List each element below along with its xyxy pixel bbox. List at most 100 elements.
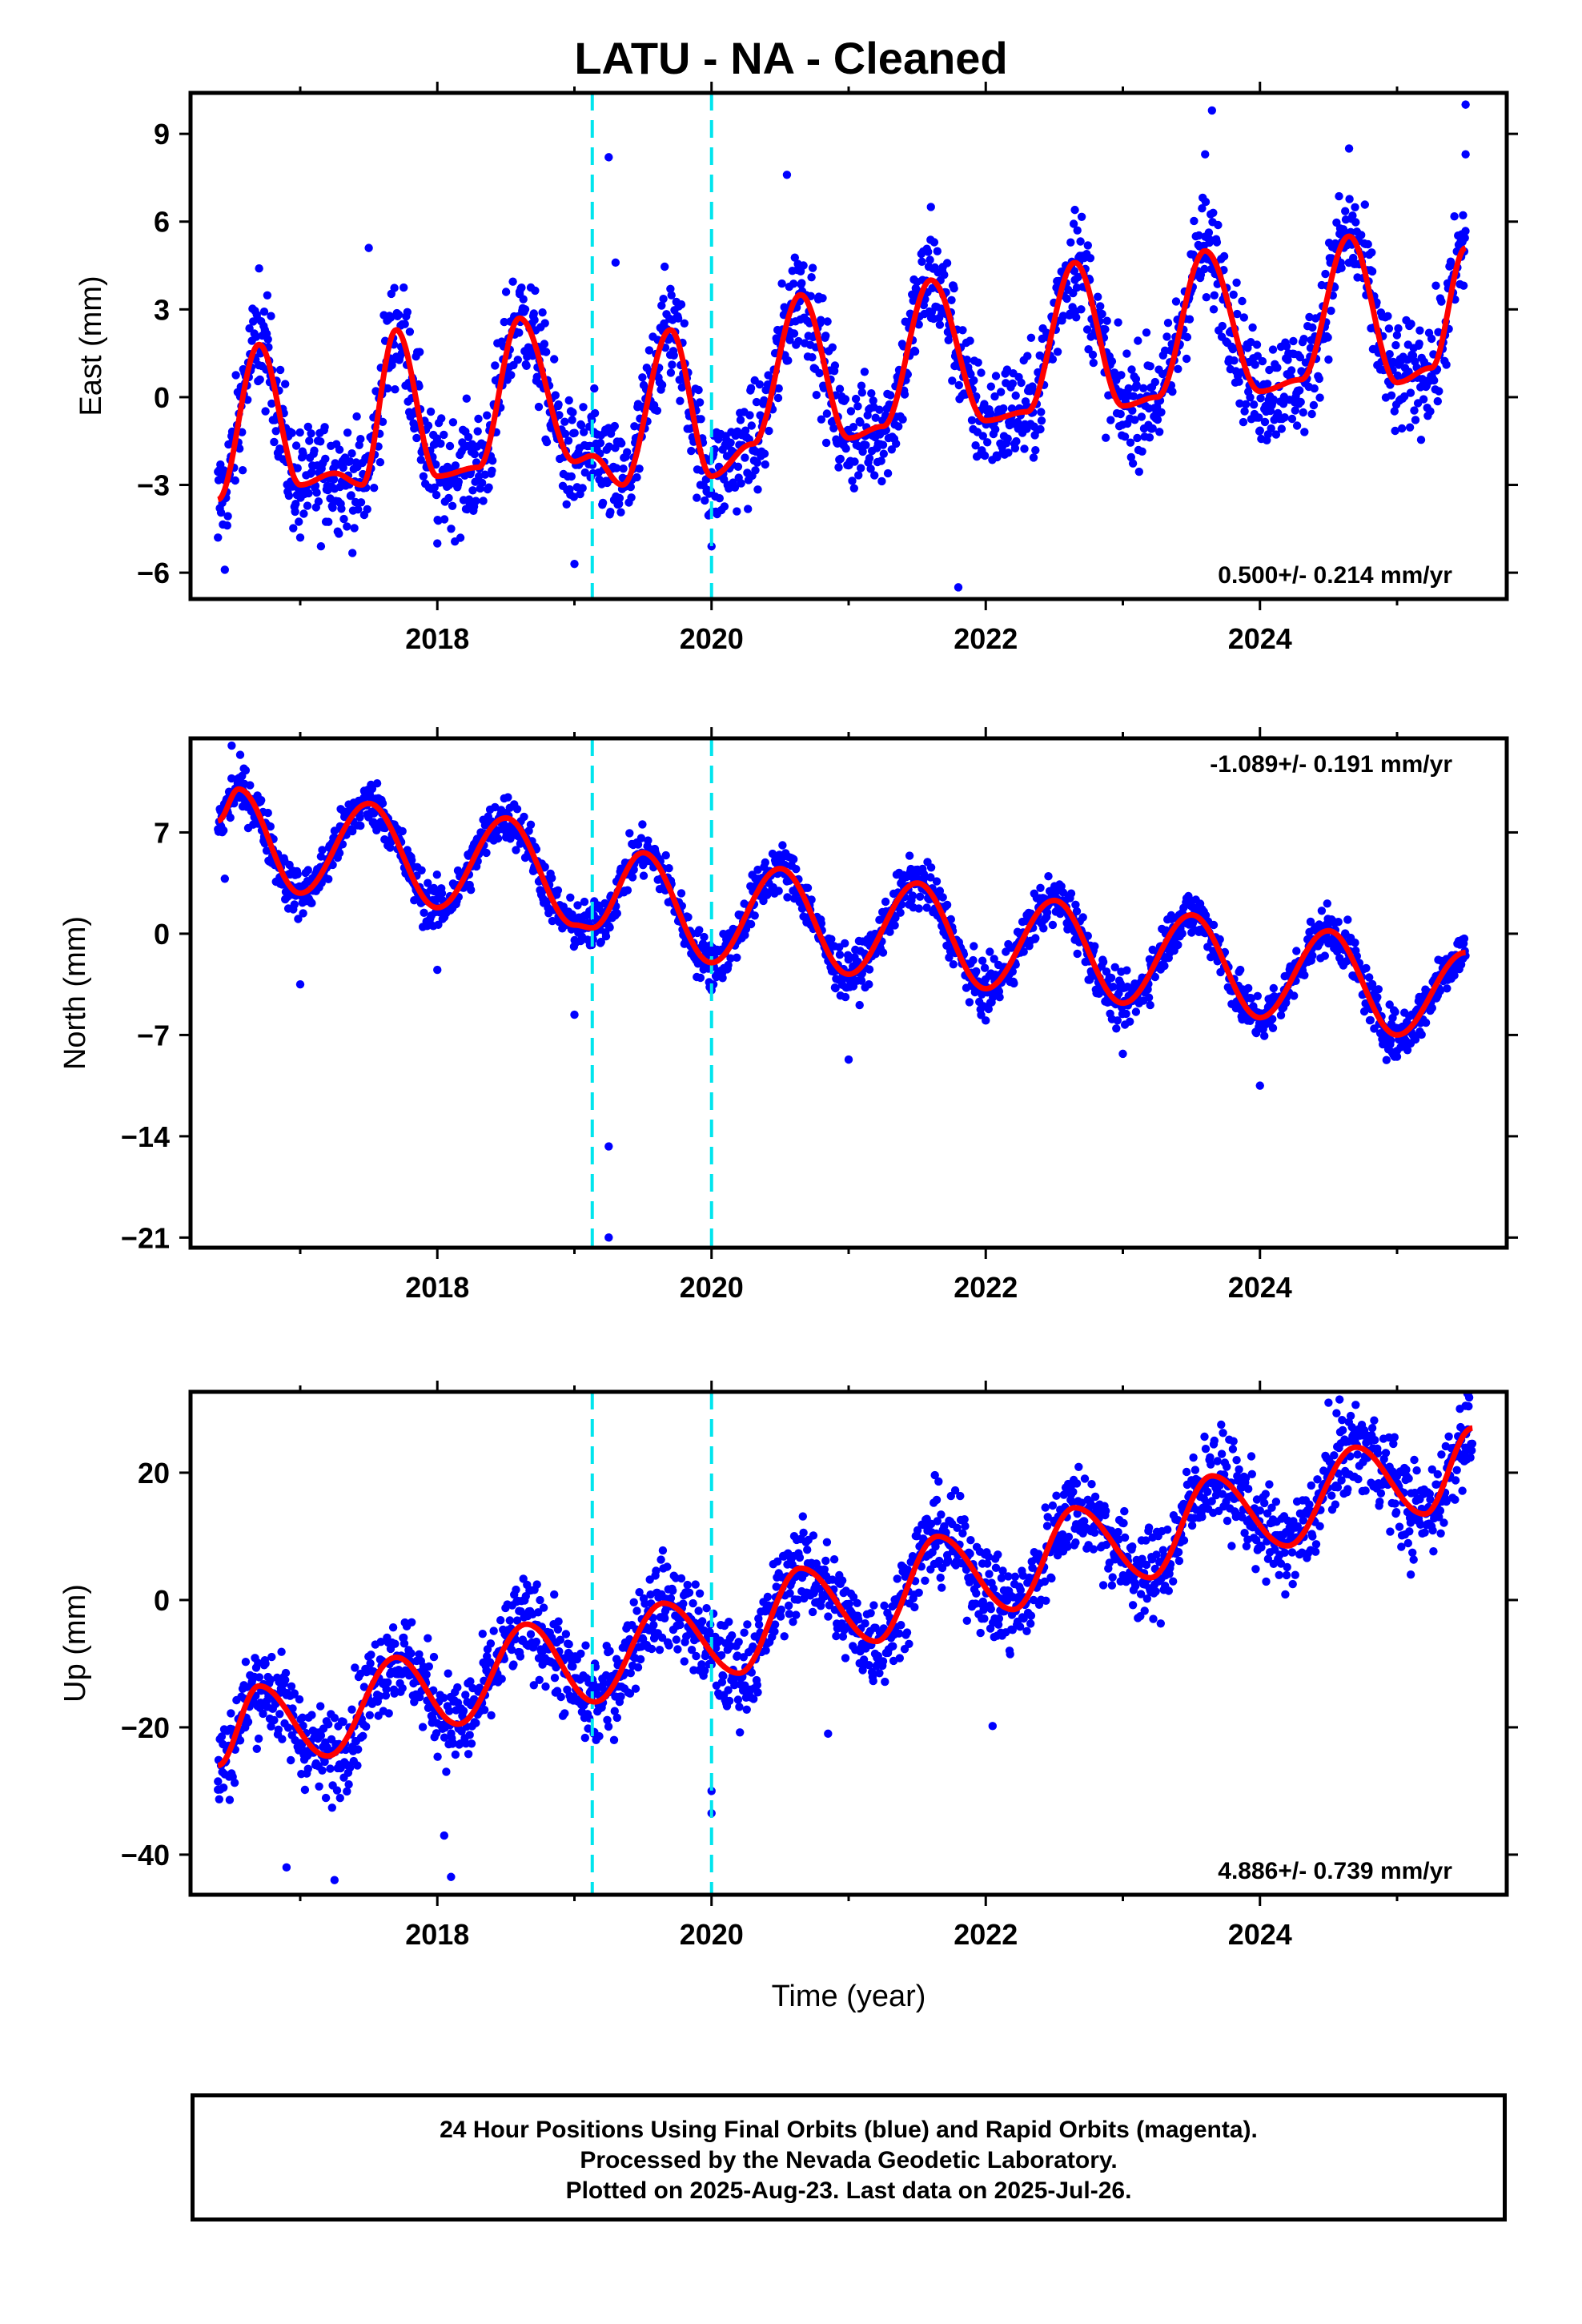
data-point — [1323, 899, 1332, 908]
data-point — [821, 438, 831, 448]
data-point — [1351, 203, 1359, 211]
data-point — [578, 484, 587, 493]
data-point — [677, 1574, 686, 1583]
data-point — [270, 1715, 279, 1725]
data-point — [1308, 951, 1317, 960]
data-point — [1292, 421, 1302, 430]
data-point — [1077, 212, 1086, 221]
data-point — [789, 329, 799, 338]
data-point — [483, 411, 492, 420]
data-point — [366, 1659, 375, 1668]
data-point — [1391, 426, 1399, 436]
data-point — [695, 926, 704, 935]
data-point — [1031, 934, 1040, 943]
data-point — [689, 1598, 697, 1608]
data-point — [287, 428, 296, 437]
data-point — [652, 406, 662, 415]
data-point — [1137, 412, 1146, 421]
data-point — [817, 415, 826, 424]
data-point — [354, 505, 363, 514]
data-point — [330, 826, 339, 835]
data-point — [489, 1626, 498, 1635]
data-point — [1443, 984, 1452, 993]
data-point — [1321, 269, 1330, 279]
data-point — [1133, 433, 1142, 443]
data-point — [352, 412, 361, 421]
data-point — [853, 957, 862, 967]
data-point — [263, 808, 272, 818]
data-point — [835, 384, 845, 393]
data-point — [821, 332, 830, 340]
data-point — [1287, 414, 1297, 424]
data-point — [792, 865, 801, 874]
data-point — [623, 886, 632, 895]
data-point — [424, 421, 433, 430]
data-point — [539, 1603, 548, 1612]
data-point — [540, 319, 549, 328]
data-point — [667, 291, 676, 300]
data-point — [1089, 358, 1098, 368]
data-point — [684, 913, 693, 922]
data-point — [386, 313, 396, 322]
data-point — [1415, 340, 1423, 348]
data-point — [287, 1755, 295, 1765]
data-point — [1185, 895, 1195, 904]
y-axis-label: North (mm) — [58, 916, 92, 1070]
data-point — [348, 549, 357, 557]
data-point — [962, 356, 972, 364]
data-point — [932, 877, 942, 886]
data-point — [299, 909, 307, 918]
data-point — [444, 493, 453, 503]
data-point — [479, 497, 488, 505]
data-point — [1343, 915, 1352, 924]
data-point — [275, 365, 285, 375]
data-point — [384, 1709, 393, 1718]
data-point — [1072, 283, 1082, 292]
data-point — [335, 1794, 344, 1803]
data-point — [1058, 312, 1068, 320]
data-point — [327, 1803, 336, 1812]
data-point — [1120, 432, 1130, 441]
data-point — [235, 750, 245, 759]
data-point — [424, 1634, 432, 1642]
data-point — [362, 1722, 371, 1731]
data-point — [635, 464, 644, 473]
data-point — [967, 416, 977, 424]
data-point — [1461, 100, 1470, 109]
data-point — [1048, 355, 1058, 364]
data-point — [255, 1673, 264, 1682]
data-point — [680, 1657, 689, 1666]
data-point — [977, 1011, 986, 1019]
data-point — [372, 779, 382, 788]
data-point — [251, 332, 261, 341]
data-point — [354, 1745, 363, 1754]
data-point — [324, 875, 333, 884]
data-point — [1271, 430, 1281, 439]
data-point — [1351, 939, 1359, 947]
data-point — [562, 500, 571, 509]
data-point — [1238, 296, 1247, 306]
data-point — [318, 846, 327, 854]
data-point — [461, 1691, 470, 1699]
data-point — [691, 1580, 700, 1589]
data-point — [1248, 323, 1257, 332]
data-point — [447, 525, 456, 533]
data-point — [295, 428, 304, 437]
data-point — [958, 326, 967, 335]
data-point — [387, 360, 396, 370]
data-point — [1282, 342, 1291, 351]
model-curve — [216, 233, 1468, 503]
data-point — [761, 460, 769, 469]
data-point — [321, 454, 330, 464]
data-point — [1297, 367, 1306, 376]
chart-title: LATU - NA - Cleaned — [574, 33, 1008, 83]
data-point — [1012, 436, 1021, 446]
data-point — [480, 1706, 489, 1715]
data-point — [329, 475, 339, 484]
data-point — [1122, 349, 1131, 358]
data-point — [1131, 375, 1141, 384]
data-point — [570, 428, 579, 437]
data-point — [1383, 312, 1392, 320]
data-point — [448, 418, 458, 427]
data-point — [986, 408, 995, 418]
